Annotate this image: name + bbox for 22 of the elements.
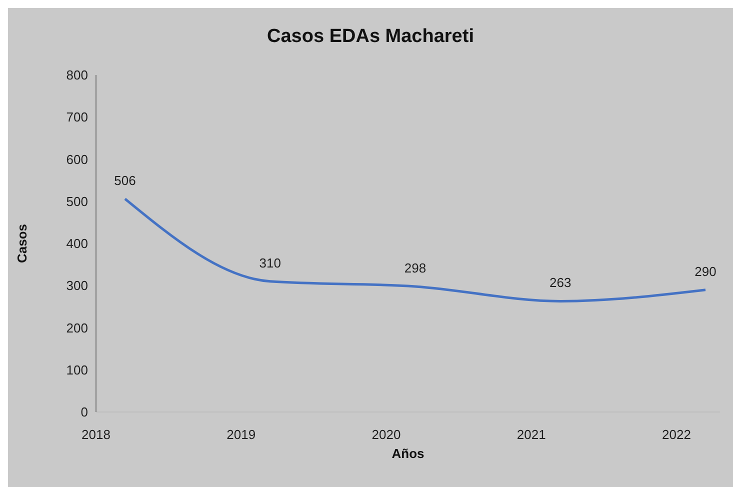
y-axis-title: Casos — [14, 224, 30, 264]
x-tick-label: 2019 — [226, 427, 256, 442]
data-label: 298 — [404, 260, 426, 276]
y-tick-label: 600 — [66, 152, 88, 167]
data-label: 290 — [694, 264, 716, 279]
x-axis-title: Años — [392, 446, 424, 461]
data-label: 310 — [259, 255, 281, 270]
x-tick-label: 2020 — [372, 427, 401, 442]
x-tick-label: 2021 — [516, 427, 546, 442]
y-tick-label: 0 — [80, 404, 88, 420]
chart-title: Casos EDAs Machareti — [266, 26, 475, 48]
data-label: 506 — [114, 172, 136, 188]
y-tick-label: 100 — [66, 362, 88, 378]
y-tick-label: 500 — [66, 194, 88, 209]
y-tick-label: 700 — [66, 110, 88, 125]
data-label: 263 — [550, 275, 572, 290]
y-tick-label: 400 — [66, 236, 88, 252]
y-tick-label: 300 — [66, 278, 88, 294]
x-tick-label: 2022 — [662, 427, 691, 442]
x-tick-label: 2018 — [82, 427, 110, 442]
y-tick-label: 800 — [66, 68, 88, 83]
y-tick-label: 200 — [66, 320, 88, 336]
